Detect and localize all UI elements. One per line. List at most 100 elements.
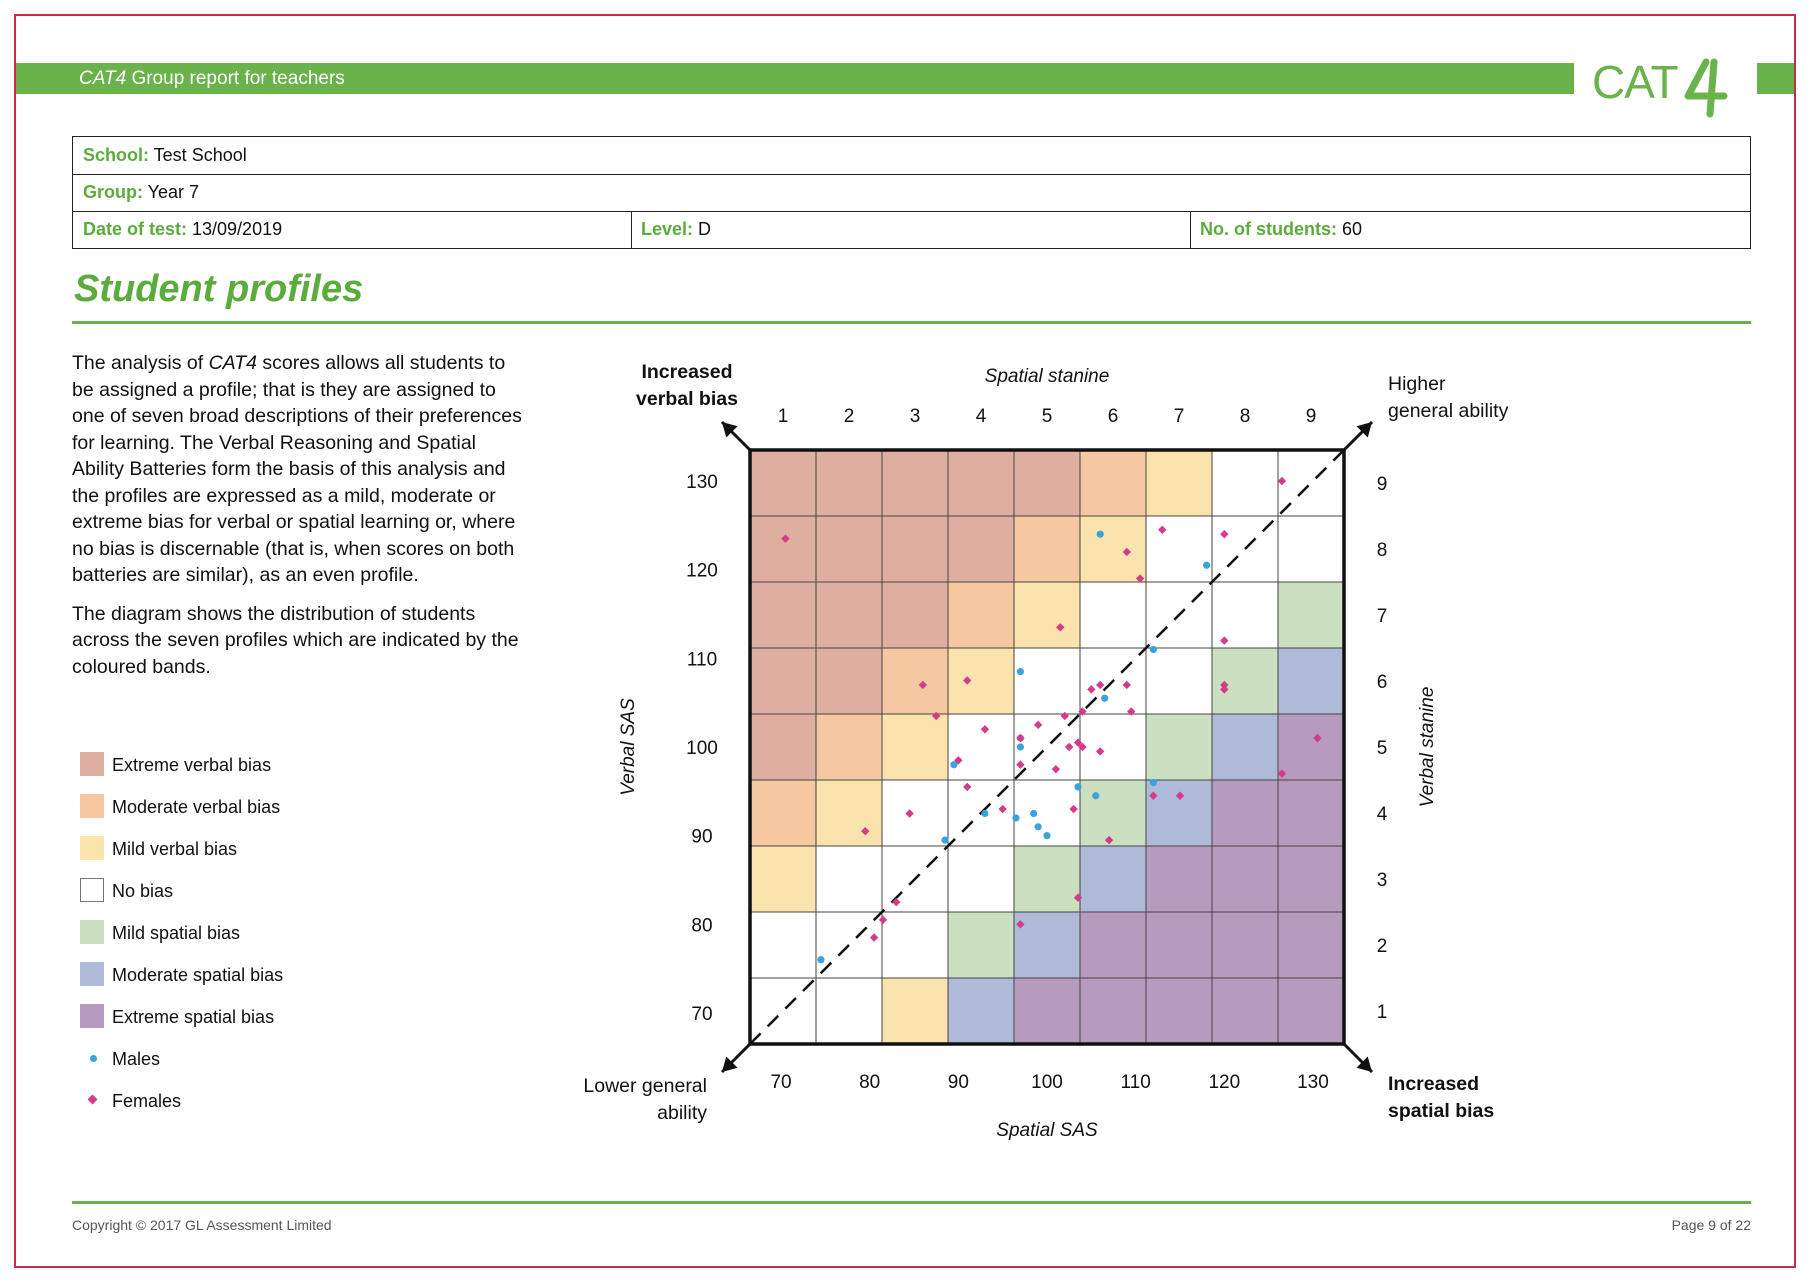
female-student-point (1313, 733, 1322, 743)
female-student-point (1122, 680, 1131, 690)
profile-band (1146, 912, 1212, 978)
verbal-sas-tick: 70 (691, 1004, 712, 1025)
profile-band (816, 582, 882, 648)
profile-band (1212, 582, 1278, 648)
students-cell: No. of students: 60 (1190, 211, 1362, 248)
date-value: 13/09/2019 (187, 219, 283, 239)
profile-band (1080, 516, 1146, 582)
male-student-point (1202, 561, 1211, 569)
profile-band (1146, 780, 1212, 846)
profile-band (750, 846, 816, 912)
spatial-stanine-tick: 2 (844, 406, 855, 427)
profile-band (750, 912, 816, 978)
male-student-point (1101, 694, 1109, 702)
corner-label-lower-ability: Lower general (583, 1075, 707, 1097)
profile-band (1146, 516, 1212, 582)
profile-band (1146, 648, 1212, 714)
legend-swatch (80, 752, 104, 776)
profile-band (816, 846, 882, 912)
profile-band (816, 648, 882, 714)
female-student-point (1073, 738, 1083, 747)
page-number: Page 9 of 22 (1671, 1217, 1751, 1233)
profile-band (1080, 846, 1146, 912)
male-student-point (1030, 809, 1038, 818)
copyright-text: Copyright © 2017 GL Assessment Limited (72, 1217, 332, 1233)
profile-band (1014, 846, 1080, 912)
banner-title: Group report for teachers (126, 68, 345, 89)
profile-band (1212, 912, 1278, 978)
profile-band (750, 714, 816, 780)
profile-band (882, 714, 948, 780)
profile-band (750, 450, 816, 516)
section-title: Student profiles (74, 268, 364, 310)
spatial-sas-tick: 130 (1297, 1072, 1329, 1093)
female-student-point (1149, 791, 1158, 800)
profile-band (816, 516, 882, 582)
verbal-sas-tick: 100 (686, 738, 718, 759)
profile-band (1212, 714, 1278, 780)
corner-label-lower-ability: ability (657, 1102, 707, 1124)
profile-band (882, 978, 948, 1044)
school-label: School: (83, 145, 149, 165)
corner-label-verbal-bias: verbal bias (636, 388, 738, 410)
page-frame (14, 14, 1796, 1268)
spatial-stanine-tick: 7 (1174, 406, 1185, 427)
male-student-point (1012, 814, 1020, 822)
legend-label: Extreme verbal bias (112, 755, 272, 775)
male-student-point (950, 761, 958, 769)
legend-label: Extreme spatial bias (112, 1007, 275, 1027)
level-label: Level: (641, 219, 694, 239)
intro-text-part: scores allows all students to be assigne… (72, 352, 522, 586)
verbal-stanine-tick: 3 (1377, 870, 1388, 891)
date-label: Date of test: (83, 219, 188, 239)
spatial-sas-tick: 90 (948, 1072, 969, 1093)
profile-band (1278, 846, 1344, 912)
school-value: Test School (149, 145, 247, 165)
corner-arrow-head-icon (1356, 1056, 1372, 1072)
profile-band (882, 780, 948, 846)
chart-svg: 1 1 2 2 3 3 4 4 5 5 6 6 7 7 8 8 9 9 70 80 90 100 110 120 130 130 1… (583, 361, 1508, 1141)
profile-band (1278, 648, 1344, 714)
footer-divider (72, 1201, 1751, 1204)
verbal-stanine-tick: 5 (1377, 738, 1388, 759)
legend-swatch (80, 962, 104, 986)
corner-label-spatial-bias: spatial bias (1388, 1100, 1494, 1122)
female-student-point (1220, 636, 1229, 645)
verbal-stanine-tick: 6 (1377, 672, 1388, 693)
intro-paragraph: The diagram shows the distribution of st… (72, 602, 519, 678)
section-divider (72, 321, 1751, 324)
verbal-stanine-tick: 1 (1377, 1002, 1388, 1023)
profile-band (1278, 516, 1344, 582)
column-divider (631, 211, 632, 248)
plot-border (748, 448, 1346, 1046)
female-student-point (1277, 476, 1287, 486)
profile-band (1278, 978, 1344, 1044)
male-student-point (1096, 530, 1104, 538)
group-value: Year 7 (143, 182, 200, 202)
profile-band (1014, 450, 1080, 516)
verbal-sas-tick: 120 (686, 561, 718, 582)
corner-arrow-head-icon (722, 422, 738, 438)
legend-label: Mild verbal bias (112, 839, 238, 859)
even-profile-diagonal (749, 449, 1345, 1045)
profile-band (1146, 714, 1212, 780)
corner-label-verbal-bias: Increased (641, 361, 732, 383)
corner-label-spatial-bias: Increased (1388, 1073, 1479, 1095)
female-student-point (1220, 685, 1229, 694)
spatial-stanine-tick: 5 (1042, 406, 1053, 427)
spatial-sas-tick: 70 (770, 1072, 791, 1093)
female-student-point (869, 933, 879, 942)
profile-band (1212, 780, 1278, 846)
female-student-point (1220, 530, 1229, 539)
intro-text-part: The analysis of (72, 352, 209, 374)
report-info-table: School: Test School Group: Year 7 Date o… (72, 136, 1751, 249)
spatial-stanine-tick: 4 (976, 406, 987, 427)
profile-band (948, 450, 1014, 516)
profile-band (1212, 846, 1278, 912)
profile-band (1014, 648, 1080, 714)
profile-band (750, 780, 816, 846)
column-divider (1190, 211, 1191, 248)
report-banner: CAT4 Group report for teachers (16, 63, 1574, 94)
intro-text: The analysis of CAT4 scores allows all s… (72, 350, 532, 692)
corner-arrow-head-icon (1356, 422, 1372, 438)
